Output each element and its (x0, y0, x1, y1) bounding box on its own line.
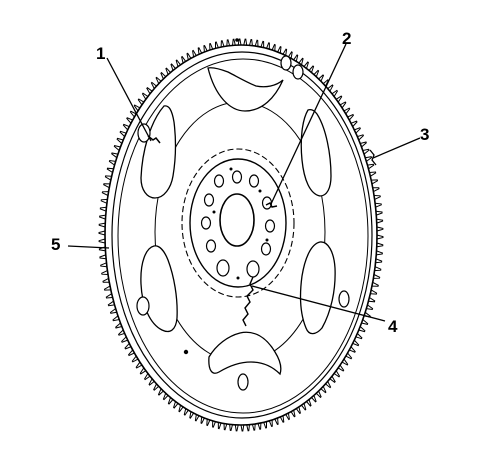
window-upper-left (140, 105, 177, 199)
center-hub (181, 148, 295, 298)
window-lower-right (299, 241, 336, 335)
callout-label-5: 5 (51, 235, 60, 254)
crack-hub-to-rim (242, 276, 254, 327)
callout-label-1: 1 (96, 44, 105, 63)
callout-5: 5 (51, 235, 110, 254)
callout-4: 4 (251, 285, 398, 336)
crack-bolt-hole (265, 201, 278, 208)
crack-lightening-hole (147, 135, 161, 144)
callout-1: 1 (96, 44, 152, 142)
gear-tooth-profile (98, 38, 384, 432)
lightening-windows (140, 67, 336, 376)
bolt-holes (200, 167, 276, 280)
callout-label-3: 3 (420, 125, 429, 144)
window-top (207, 67, 284, 112)
callout-label-2: 2 (342, 29, 351, 48)
window-upper-right (300, 108, 332, 197)
callout-label-4: 4 (388, 317, 398, 336)
callout-2: 2 (270, 29, 351, 205)
ring-gear-teeth (98, 38, 384, 432)
outer-holes (136, 38, 350, 391)
window-lower-left (140, 245, 178, 333)
callout-3: 3 (372, 125, 429, 159)
window-bottom (208, 331, 282, 376)
